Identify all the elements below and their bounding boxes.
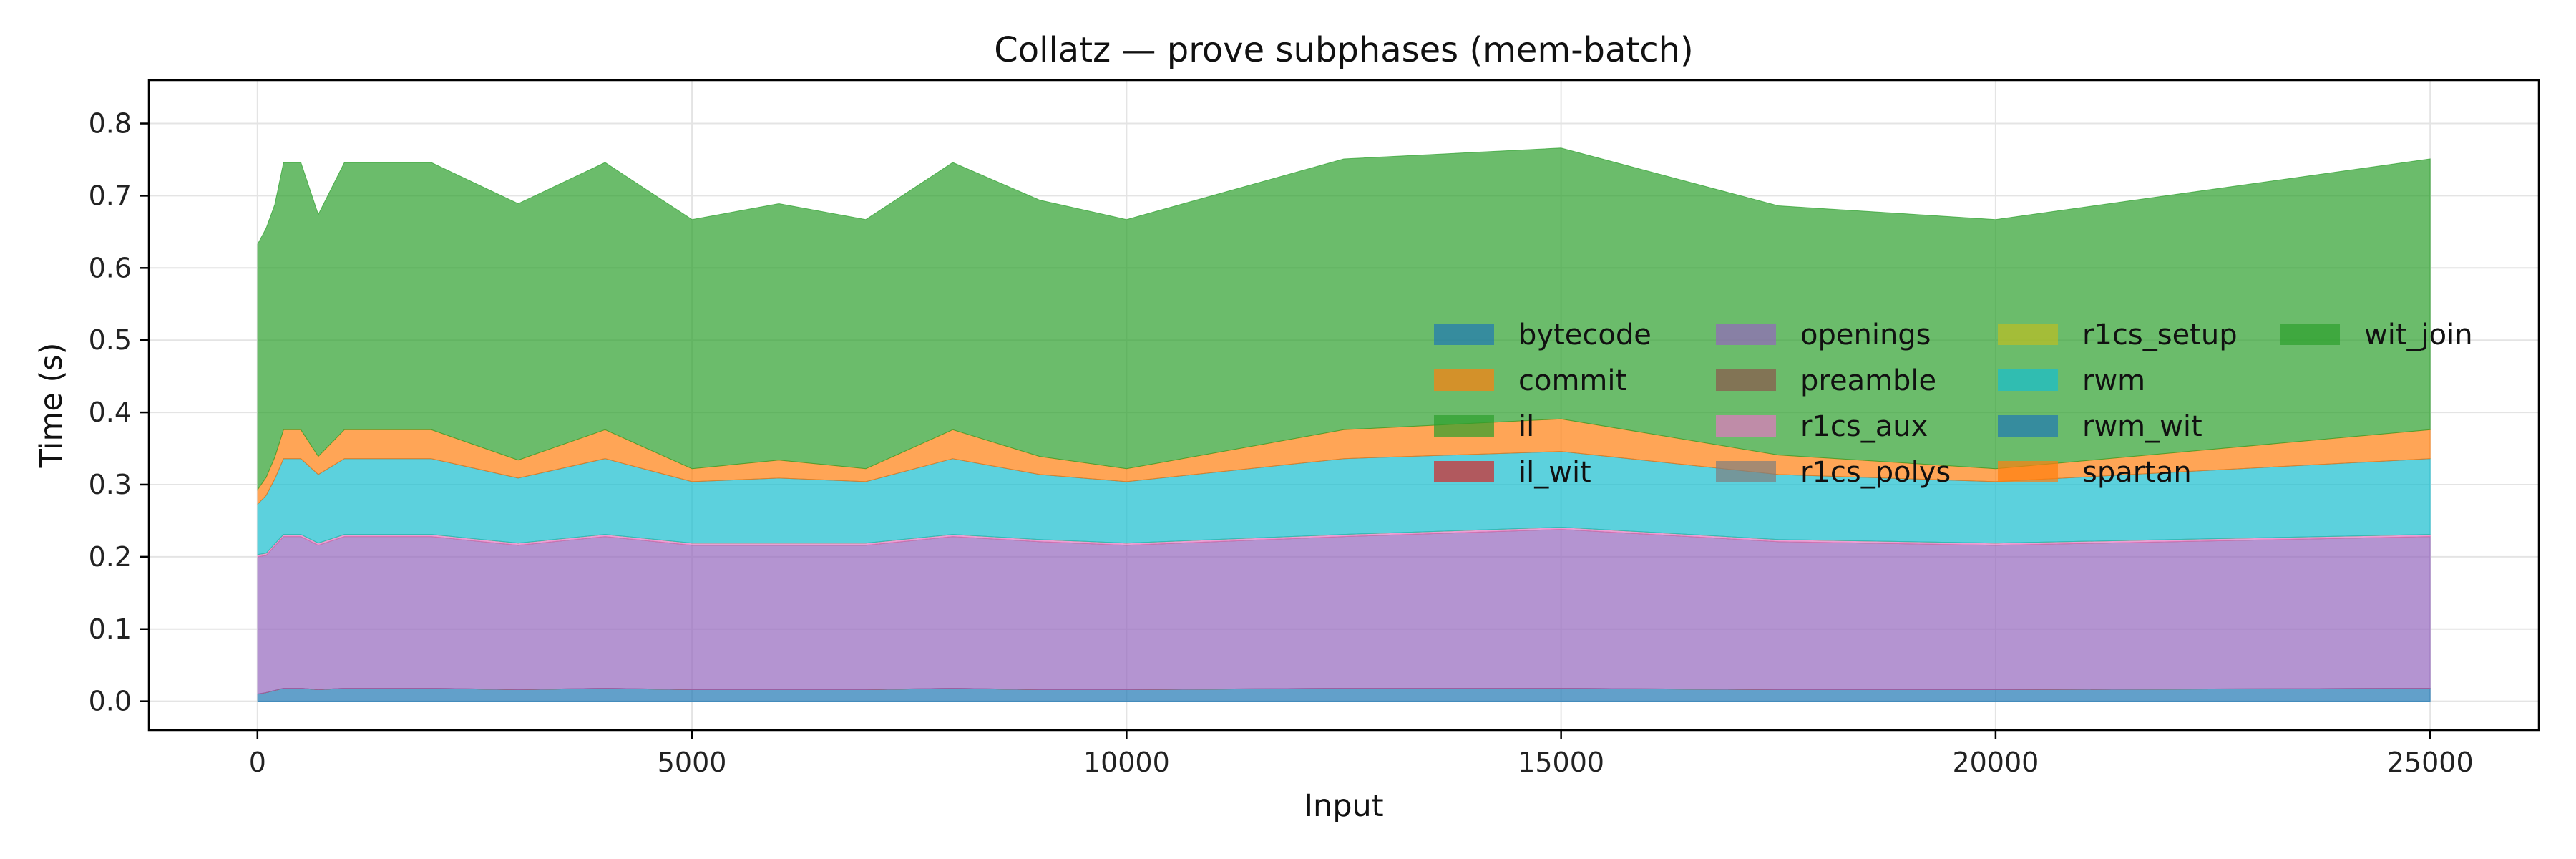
y-tick-label: 0.1 [89, 613, 132, 645]
legend-swatch-spartan [1998, 461, 2058, 482]
area-bytecode [257, 687, 2431, 702]
legend-swatch-rwm_wit [1998, 415, 2058, 437]
y-tick-label: 0.8 [89, 108, 132, 140]
legend-label-r1cs_setup: r1cs_setup [2082, 319, 2238, 351]
legend-swatch-preamble [1716, 369, 1776, 391]
legend-swatch-il [1434, 415, 1494, 437]
legend-swatch-r1cs_aux [1716, 415, 1776, 437]
chart-title: Collatz — prove subphases (mem-batch) [994, 30, 1694, 70]
legend-label-bytecode: bytecode [1518, 319, 1652, 351]
legend-swatch-rwm [1998, 369, 2058, 391]
legend-label-rwm: rwm [2082, 364, 2145, 397]
area-openings [257, 528, 2431, 695]
axis-ticks: 0 5000 10000 15000 20000 25000 0.0 0.1 0.2 0.3 0.4… [89, 108, 2474, 778]
legend-label-il_wit: il_wit [1518, 456, 1591, 489]
stacked-areas [257, 147, 2431, 702]
y-tick-label: 0.5 [89, 324, 132, 356]
plot-frame [147, 79, 2540, 732]
legend-swatch-wit_join [2280, 324, 2340, 345]
y-axis-title: Time (s) [34, 343, 69, 469]
x-tick-label: 25000 [2387, 747, 2474, 778]
legend-label-il: il [1518, 410, 1534, 443]
legend-label-spartan: spartan [2082, 456, 2192, 489]
x-tick-label: 15000 [1518, 747, 1604, 778]
legend-label-rwm_wit: rwm_wit [2082, 410, 2202, 443]
legend-swatch-bytecode [1434, 324, 1494, 345]
legend: bytecode commit il il_wit openings preamble r1… [1434, 319, 2473, 489]
x-axis-title: Input [1304, 788, 1383, 824]
y-tick-label: 0.4 [89, 397, 132, 428]
y-tick-label: 0.7 [89, 180, 132, 211]
x-tick-label: 20000 [1952, 747, 2039, 778]
legend-label-openings: openings [1800, 319, 1931, 351]
legend-label-r1cs_polys: r1cs_polys [1800, 456, 1951, 489]
x-tick-label: 0 [249, 747, 266, 778]
legend-label-wit_join: wit_join [2364, 319, 2473, 351]
legend-label-r1cs_aux: r1cs_aux [1800, 410, 1928, 443]
legend-swatch-il_wit [1434, 461, 1494, 482]
x-tick-label: 10000 [1083, 747, 1170, 778]
y-tick-label: 0.2 [89, 541, 132, 573]
legend-swatch-r1cs_polys [1716, 461, 1776, 482]
y-tick-label: 0.3 [89, 469, 132, 500]
y-tick-label: 0.6 [89, 252, 132, 283]
legend-label-commit: commit [1518, 364, 1626, 397]
x-tick-label: 5000 [658, 747, 727, 778]
legend-label-preamble: preamble [1800, 364, 1936, 397]
legend-swatch-commit [1434, 369, 1494, 391]
legend-swatch-openings [1716, 324, 1776, 345]
y-tick-label: 0.0 [89, 686, 132, 717]
legend-swatch-r1cs_setup [1998, 324, 2058, 345]
area-wit_join [257, 147, 2431, 491]
